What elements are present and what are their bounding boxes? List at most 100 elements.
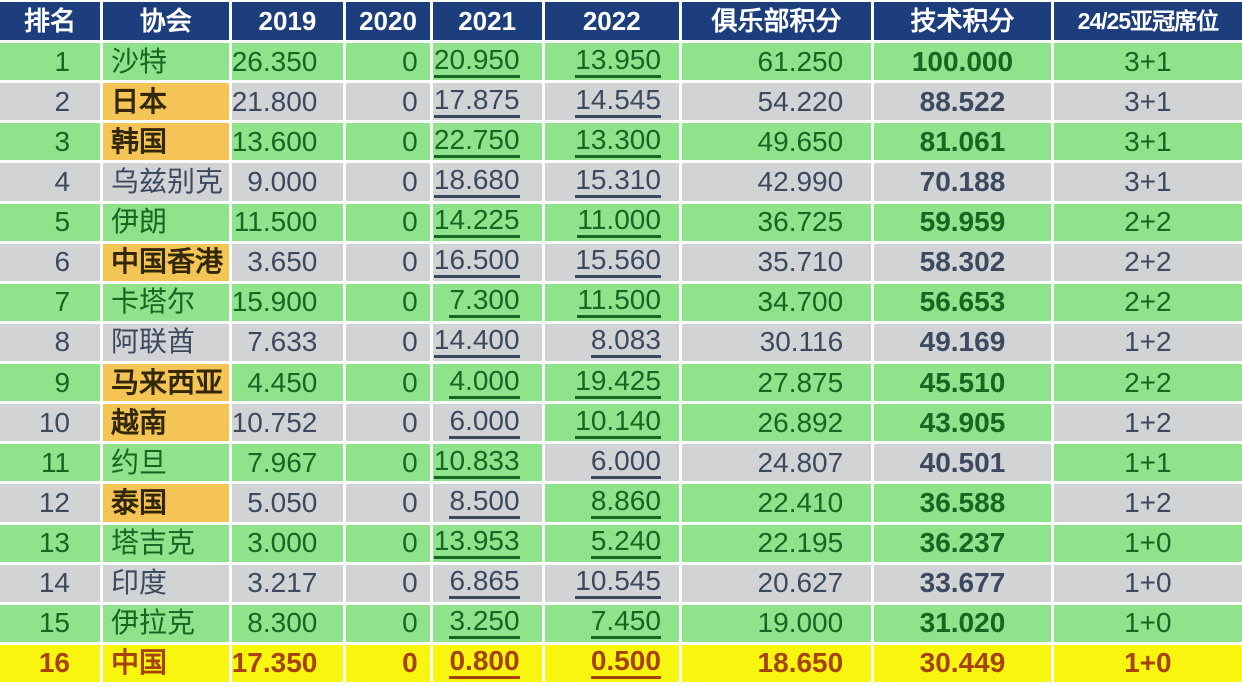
- cell-value: 30.449: [919, 647, 1006, 679]
- header-pts-2022: 2022: [544, 2, 679, 40]
- cell-acl-slots: 2+2: [1053, 283, 1242, 321]
- cell-value: 0: [402, 45, 418, 77]
- table-row: 7 卡塔尔 15.900 0 7.300 11.500 34.700 56.653 2+2: [0, 283, 1242, 321]
- cell-tech-points: 100.000: [874, 43, 1051, 81]
- cell-value: 40.501: [919, 446, 1006, 478]
- cell-value: 12: [38, 486, 71, 518]
- cell-value: 10.545: [575, 567, 661, 600]
- cell-rank: 10: [0, 404, 101, 442]
- cell-value: 33.677: [919, 567, 1006, 599]
- cell-value: 11.000: [577, 206, 661, 239]
- cell-value: 沙特: [111, 45, 168, 77]
- cell-value: 26.892: [757, 406, 844, 438]
- cell-value: 43.905: [919, 406, 1006, 438]
- cell-association: 泰国: [103, 484, 229, 522]
- cell-association: 中国香港: [103, 243, 229, 281]
- cell-value: 56.653: [919, 286, 1006, 318]
- cell-value: 卡塔尔: [111, 286, 196, 318]
- cell-value: 15.310: [575, 165, 661, 198]
- cell-pts-2019: 3.217: [231, 564, 344, 602]
- cell-value: 15.900: [231, 286, 318, 318]
- cell-pts-2019: 26.350: [231, 43, 344, 81]
- cell-value: 9.000: [247, 165, 318, 197]
- cell-value: 日本: [111, 85, 168, 117]
- table-row: 11 约旦 7.967 0 10.833 6.000 24.807 40.501 1+1: [0, 444, 1242, 482]
- cell-tech-points: 30.449: [874, 644, 1051, 682]
- cell-value: 中国香港: [111, 246, 224, 278]
- cell-association: 约旦: [103, 444, 229, 482]
- cell-value: 19.000: [757, 607, 844, 639]
- cell-pts-2020: 0: [346, 123, 430, 161]
- cell-value: 20.627: [757, 567, 844, 599]
- cell-value: 36.237: [919, 527, 1006, 559]
- cell-value: 35.710: [757, 246, 844, 278]
- cell-value: 1+0: [1124, 647, 1172, 679]
- cell-club-points: 24.807: [681, 444, 872, 482]
- cell-value: 0: [402, 366, 418, 398]
- cell-value: 3: [54, 125, 71, 157]
- cell-value: 2+2: [1124, 206, 1172, 238]
- cell-value: 2+2: [1124, 286, 1172, 318]
- cell-pts-2020: 0: [346, 644, 430, 682]
- cell-value: 2+2: [1124, 246, 1172, 278]
- cell-value: 伊朗: [111, 206, 168, 238]
- cell-pts-2021: 14.400: [432, 323, 542, 361]
- cell-pts-2021: 18.680: [432, 163, 542, 201]
- cell-rank: 6: [0, 243, 101, 281]
- cell-pts-2020: 0: [346, 83, 430, 121]
- cell-value: 36.725: [757, 206, 844, 238]
- cell-rank: 9: [0, 364, 101, 402]
- cell-value: 3+1: [1124, 165, 1172, 197]
- cell-value: 6.000: [449, 406, 520, 439]
- cell-value: 13.600: [231, 125, 318, 157]
- cell-acl-slots: 1+0: [1053, 644, 1242, 682]
- cell-club-points: 27.875: [681, 364, 872, 402]
- cell-value: 8.860: [590, 486, 661, 519]
- cell-value: 22.750: [433, 125, 520, 158]
- cell-pts-2021: 4.000: [432, 364, 542, 402]
- cell-value: 0: [402, 246, 418, 278]
- cell-rank: 12: [0, 484, 101, 522]
- cell-value: 越南: [111, 406, 168, 438]
- cell-pts-2020: 0: [346, 484, 430, 522]
- cell-value: 18.680: [433, 165, 520, 198]
- cell-value: 中国: [111, 647, 168, 679]
- cell-value: 0.500: [590, 647, 661, 680]
- cell-club-points: 49.650: [681, 123, 872, 161]
- cell-pts-2022: 19.425: [544, 364, 679, 402]
- cell-club-points: 36.725: [681, 203, 872, 241]
- cell-tech-points: 58.302: [874, 243, 1051, 281]
- cell-club-points: 19.000: [681, 604, 872, 642]
- cell-tech-points: 88.522: [874, 83, 1051, 121]
- cell-value: 81.061: [919, 125, 1006, 157]
- cell-value: 27.875: [757, 366, 844, 398]
- cell-rank: 8: [0, 323, 101, 361]
- cell-tech-points: 40.501: [874, 444, 1051, 482]
- cell-pts-2022: 15.310: [544, 163, 679, 201]
- cell-value: 1+0: [1124, 607, 1172, 639]
- cell-value: 58.302: [919, 246, 1006, 278]
- cell-pts-2022: 8.860: [544, 484, 679, 522]
- cell-value: 伊拉克: [111, 607, 196, 639]
- cell-value: 3+1: [1124, 85, 1172, 117]
- cell-pts-2021: 13.953: [432, 524, 542, 562]
- cell-association: 伊拉克: [103, 604, 229, 642]
- cell-value: 9: [54, 366, 71, 398]
- cell-acl-slots: 2+2: [1053, 364, 1242, 402]
- cell-value: 14: [38, 567, 71, 599]
- cell-acl-slots: 1+0: [1053, 604, 1242, 642]
- table-row: 9 马来西亚 4.450 0 4.000 19.425 27.875 45.510 2+2: [0, 364, 1242, 402]
- cell-value: 20.950: [433, 45, 520, 78]
- cell-pts-2021: 3.250: [432, 604, 542, 642]
- cell-rank: 11: [0, 444, 101, 482]
- cell-club-points: 61.250: [681, 43, 872, 81]
- cell-acl-slots: 3+1: [1053, 43, 1242, 81]
- cell-pts-2021: 16.500: [432, 243, 542, 281]
- cell-value: 54.220: [757, 85, 844, 117]
- cell-value: 0: [402, 446, 418, 478]
- cell-value: 乌兹别克: [111, 165, 224, 197]
- cell-value: 3+1: [1124, 45, 1172, 77]
- cell-tech-points: 49.169: [874, 323, 1051, 361]
- cell-association: 塔吉克: [103, 524, 229, 562]
